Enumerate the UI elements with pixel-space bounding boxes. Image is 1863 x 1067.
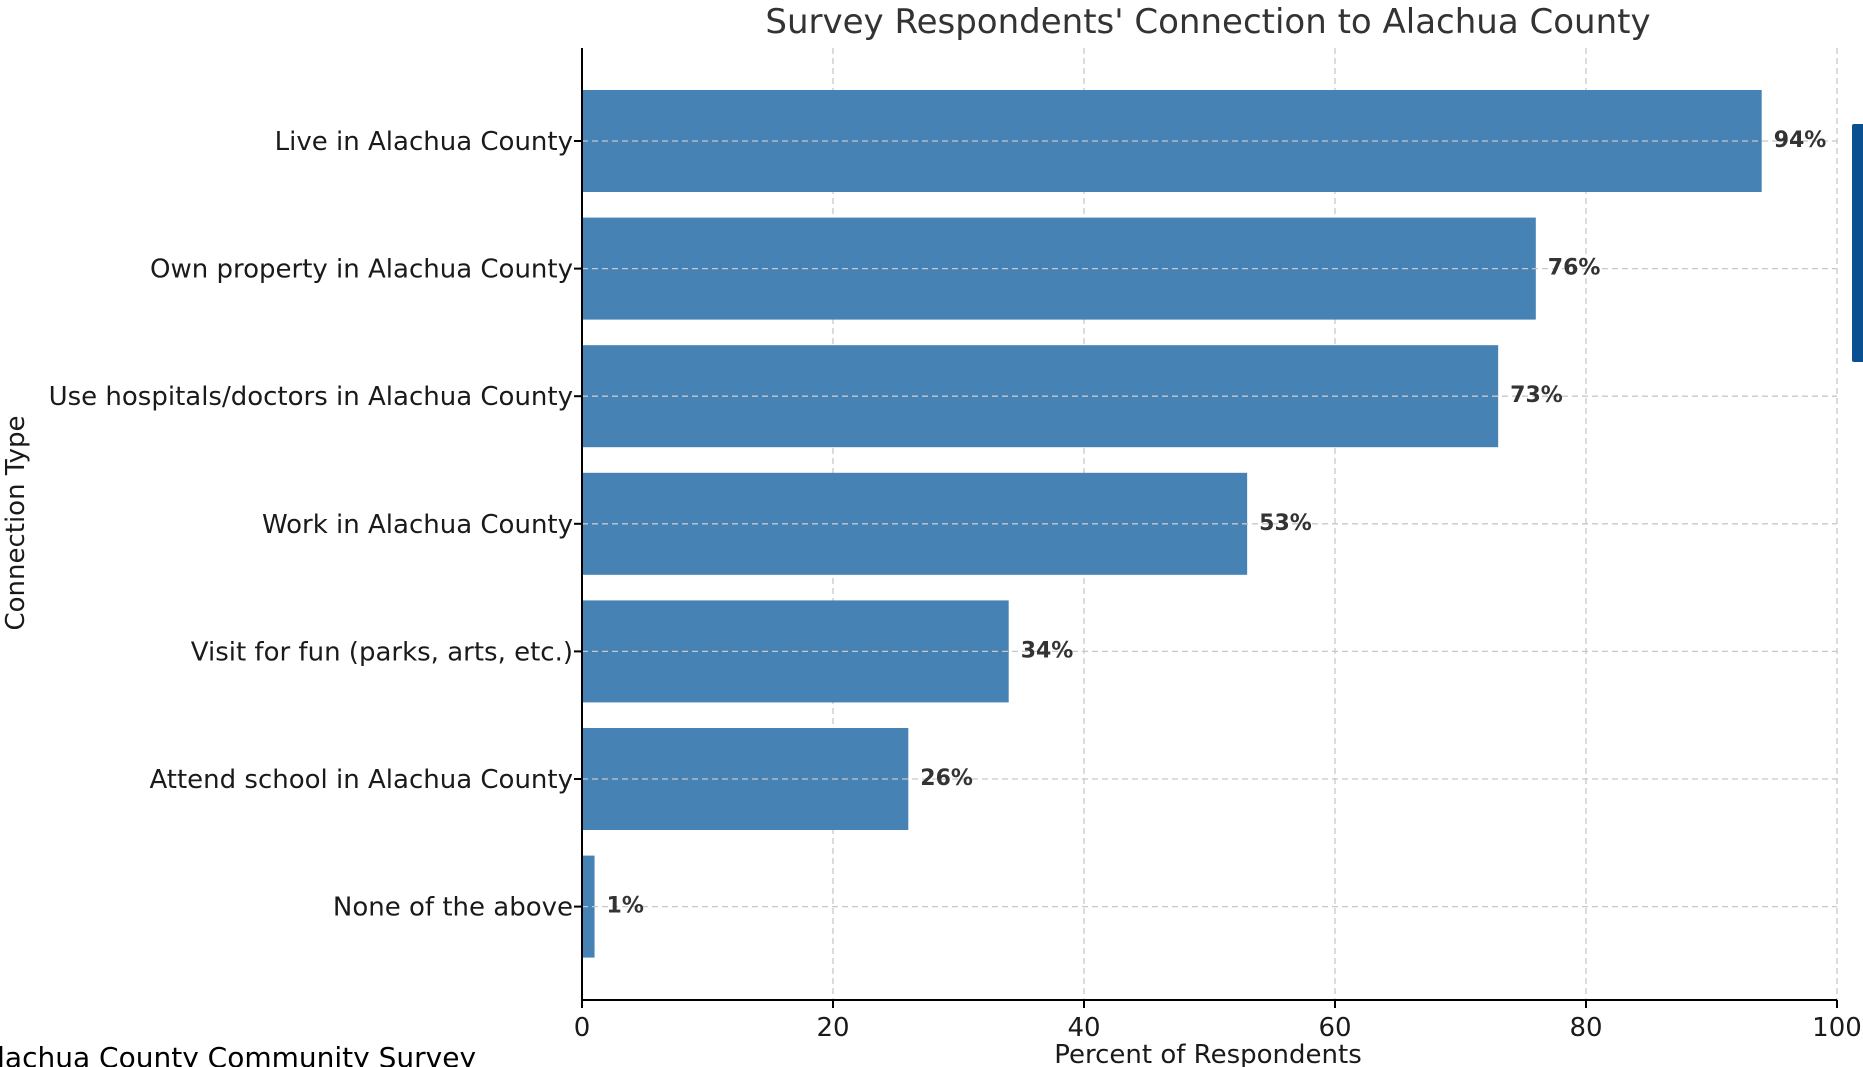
y-tick-label: Work in Alachua County [262, 510, 573, 540]
y-tick-label: Attend school in Alachua County [149, 765, 573, 795]
x-tick-label: 40 [1067, 1013, 1100, 1043]
x-axis-tick-labels: 0 20 40 60 80 100 [574, 1000, 1862, 1043]
bar [582, 855, 595, 958]
y-tick-label: None of the above [333, 893, 573, 923]
x-tick-label: 80 [1569, 1013, 1602, 1043]
y-tick-label: Visit for fun (parks, arts, etc.) [191, 637, 573, 667]
bar-value-label: 73% [1510, 383, 1563, 408]
footer-caption: Alachua County Community Survey [0, 1041, 476, 1067]
x-tick-label: 100 [1812, 1013, 1862, 1043]
x-tick-label: 20 [816, 1013, 849, 1043]
bar [582, 345, 1499, 448]
bar-value-label: 94% [1774, 128, 1827, 153]
bar-value-label: 34% [1021, 638, 1074, 663]
x-axis-label: Percent of Respondents [1054, 1040, 1361, 1067]
x-tick-label: 0 [574, 1013, 591, 1043]
y-tick-label: Live in Alachua County [275, 127, 573, 157]
bar-value-label: 53% [1259, 511, 1312, 536]
bars [582, 90, 1762, 958]
value-labels: 94% 76% 73% 53% 34% 26% 1% [607, 128, 1827, 919]
y-axis-label: Connection Type [1, 415, 31, 630]
bar-value-label: 76% [1548, 256, 1601, 281]
x-tick-label: 60 [1318, 1013, 1351, 1043]
y-axis-tick-labels: Live in Alachua County Own property in Al… [49, 127, 582, 923]
bar-value-label: 26% [920, 766, 973, 791]
legend-swatch [1852, 124, 1863, 362]
chart-title: Survey Respondents' Connection to Alachu… [765, 2, 1650, 42]
bar-value-label: 1% [607, 894, 644, 919]
y-tick-label: Use hospitals/doctors in Alachua County [49, 382, 573, 412]
y-tick-label: Own property in Alachua County [150, 255, 573, 285]
